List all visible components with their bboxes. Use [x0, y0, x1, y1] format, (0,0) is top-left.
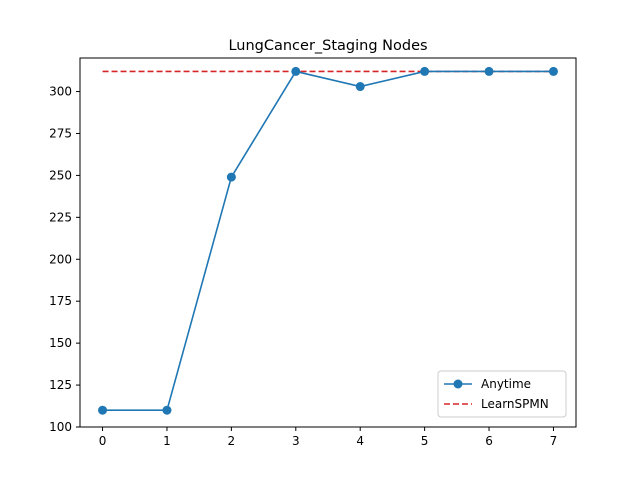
data-point-anytime [484, 66, 494, 76]
data-point-anytime [162, 405, 172, 415]
x-tick-label: 4 [356, 434, 364, 448]
y-tick-label: 150 [49, 336, 72, 350]
y-tick-label: 300 [49, 85, 72, 99]
data-point-anytime [548, 66, 558, 76]
x-tick-label: 6 [485, 434, 493, 448]
x-tick-label: 1 [163, 434, 171, 448]
x-tick-label: 3 [292, 434, 300, 448]
data-point-anytime [98, 405, 108, 415]
x-axis: 0 1 2 3 4 5 6 7 [99, 427, 558, 448]
y-axis: 100 125 150 175 200 225 250 275 300 [49, 85, 80, 434]
legend-box [437, 370, 567, 418]
series-line-anytime [102, 70, 554, 412]
x-tick-label: 5 [421, 434, 429, 448]
y-tick-label: 225 [49, 210, 72, 224]
y-tick-label: 275 [49, 126, 72, 140]
y-tick-label: 175 [49, 294, 72, 308]
x-tick-label: 0 [99, 434, 107, 448]
plot-area [98, 66, 558, 415]
data-point-anytime [420, 66, 430, 76]
legend-marker-anytime [453, 379, 463, 389]
legend-label-anytime: Anytime [481, 377, 531, 391]
y-tick-label: 200 [49, 252, 72, 266]
legend-label-learnspmn: LearnSPMN [481, 397, 549, 411]
y-tick-label: 250 [49, 168, 72, 182]
y-tick-label: 100 [49, 420, 72, 434]
data-point-anytime [226, 172, 236, 182]
data-point-anytime [355, 82, 365, 92]
y-tick-label: 125 [49, 378, 72, 392]
data-point-anytime [291, 66, 301, 76]
chart-title: LungCancer_Staging Nodes [228, 38, 427, 54]
legend: Anytime LearnSPMN [437, 370, 567, 418]
axes-frame [79, 57, 577, 428]
x-tick-label: 2 [228, 434, 236, 448]
x-tick-label: 7 [550, 434, 558, 448]
